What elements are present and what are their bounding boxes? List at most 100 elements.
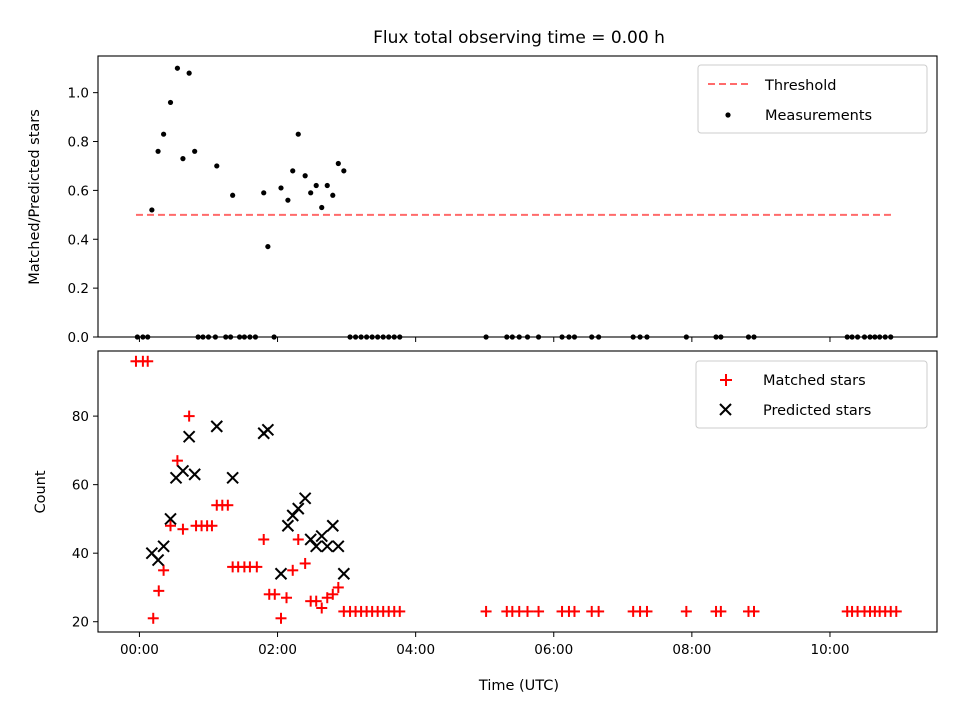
x-tick-label: 04:00 xyxy=(396,642,435,658)
predicted-star-point xyxy=(176,464,190,478)
measurement-point xyxy=(335,160,341,167)
bottom-panel-axes: 00:00 02:00 04:00 06:00 08:00 10:00 20 40 60 80 xyxy=(72,409,850,658)
measurement-point xyxy=(295,131,301,137)
top-panel: 0.0 0.2 0.4 0.6 0.8 1.0 Matched/Predicted sta… xyxy=(27,55,938,346)
matched-star-point xyxy=(327,588,339,600)
predicted-star-point xyxy=(321,540,334,553)
matched-star-point xyxy=(568,605,580,617)
bottom-panel-marks xyxy=(130,355,902,624)
measurement-point xyxy=(261,190,267,196)
x-axis-label: Time (UTC) xyxy=(478,678,559,694)
measurement-point xyxy=(302,173,308,179)
measurement-point xyxy=(161,131,167,137)
measurement-point xyxy=(174,65,181,71)
measurement-point xyxy=(192,148,198,154)
top-legend: Threshold Measurements xyxy=(697,64,928,134)
x-tick-label: 10:00 xyxy=(811,642,850,658)
matched-star-point xyxy=(890,605,902,617)
measurement-point xyxy=(290,168,296,174)
top-legend-box xyxy=(697,64,928,134)
legend-measurements-label: Measurements xyxy=(765,108,872,124)
predicted-star-point xyxy=(188,468,201,481)
measurement-point xyxy=(330,192,336,198)
matched-star-point xyxy=(142,355,154,367)
matched-star-point xyxy=(251,561,263,573)
predicted-star-point xyxy=(151,553,165,567)
predicted-star-point xyxy=(337,567,351,580)
matched-star-point xyxy=(171,455,183,467)
predicted-star-point xyxy=(281,519,295,532)
measurement-point xyxy=(265,243,271,250)
predicted-star-point xyxy=(315,529,328,543)
predicted-star-point xyxy=(332,540,345,553)
matched-star-point xyxy=(299,557,311,569)
x-tick-label: 06:00 xyxy=(534,642,573,658)
predicted-star-point xyxy=(210,420,223,433)
measurement-point xyxy=(180,156,186,162)
predicted-star-point xyxy=(298,492,312,505)
measurement-point xyxy=(324,182,330,189)
measurement-point xyxy=(155,148,161,154)
y-tick-label: 40 xyxy=(72,546,89,562)
y-tick-label: 80 xyxy=(72,409,89,425)
top-panel-frame xyxy=(97,55,938,338)
predicted-star-point xyxy=(310,540,323,553)
predicted-star-point xyxy=(157,540,170,553)
chart-title: Flux total observing time = 0.00 h xyxy=(373,28,665,48)
matched-star-point xyxy=(183,410,195,422)
matched-star-point xyxy=(275,612,287,624)
measurement-point xyxy=(285,197,291,203)
predicted-star-point xyxy=(292,502,305,515)
measurement-point xyxy=(214,163,220,169)
predicted-star-point xyxy=(182,430,196,443)
matched-star-point xyxy=(292,533,304,545)
matched-star-point xyxy=(321,592,333,604)
measurement-point xyxy=(278,185,284,191)
legend-matched-label: Matched stars xyxy=(763,373,866,389)
matched-star-point xyxy=(480,605,492,617)
measurement-point xyxy=(341,168,347,174)
matched-star-point xyxy=(258,533,270,545)
predicted-star-point xyxy=(226,471,239,484)
matched-star-point xyxy=(641,605,653,617)
matched-star-point xyxy=(165,520,177,532)
top-panel-axes: 0.0 0.2 0.4 0.6 0.8 1.0 xyxy=(68,86,831,346)
predicted-star-point xyxy=(326,519,339,532)
predicted-star-point xyxy=(164,512,177,526)
x-tick-label: 08:00 xyxy=(672,642,711,658)
matched-star-point xyxy=(715,605,727,617)
y-tick-label: 0.6 xyxy=(68,183,89,199)
x-tick-label: 02:00 xyxy=(258,642,297,658)
matched-star-point xyxy=(748,605,760,617)
legend-matched-swatch xyxy=(720,374,732,386)
measurement-point xyxy=(319,204,325,211)
matched-star-point xyxy=(593,605,605,617)
matched-star-point xyxy=(158,564,170,576)
matched-star-point xyxy=(316,602,328,614)
y-tick-label: 1.0 xyxy=(68,86,89,102)
predicted-star-point xyxy=(274,567,288,580)
matched-star-point xyxy=(177,523,189,535)
y-tick-label: 0.2 xyxy=(68,281,89,297)
y-tick-label: 0.4 xyxy=(68,232,89,248)
matched-star-point xyxy=(287,564,299,576)
matched-star-point xyxy=(222,499,234,511)
measurement-point xyxy=(313,182,319,189)
matched-star-point xyxy=(147,612,159,624)
y-tick-label: 0.8 xyxy=(68,135,89,151)
measurement-point xyxy=(308,190,314,196)
y-tick-label: 60 xyxy=(72,478,89,494)
matched-star-point xyxy=(310,595,322,607)
matched-star-point xyxy=(153,585,165,597)
measurement-point xyxy=(186,70,192,76)
legend-measurements-swatch xyxy=(725,112,731,118)
matched-star-point xyxy=(206,520,218,532)
matched-star-point xyxy=(332,581,344,593)
legend-predicted-swatch xyxy=(719,403,732,416)
bottom-legend: Matched stars Predicted stars xyxy=(695,360,928,429)
measurement-point xyxy=(149,207,155,213)
bottom-panel-frame xyxy=(97,350,938,633)
y-tick-label: 0.0 xyxy=(68,330,89,346)
matched-star-point xyxy=(522,605,534,617)
